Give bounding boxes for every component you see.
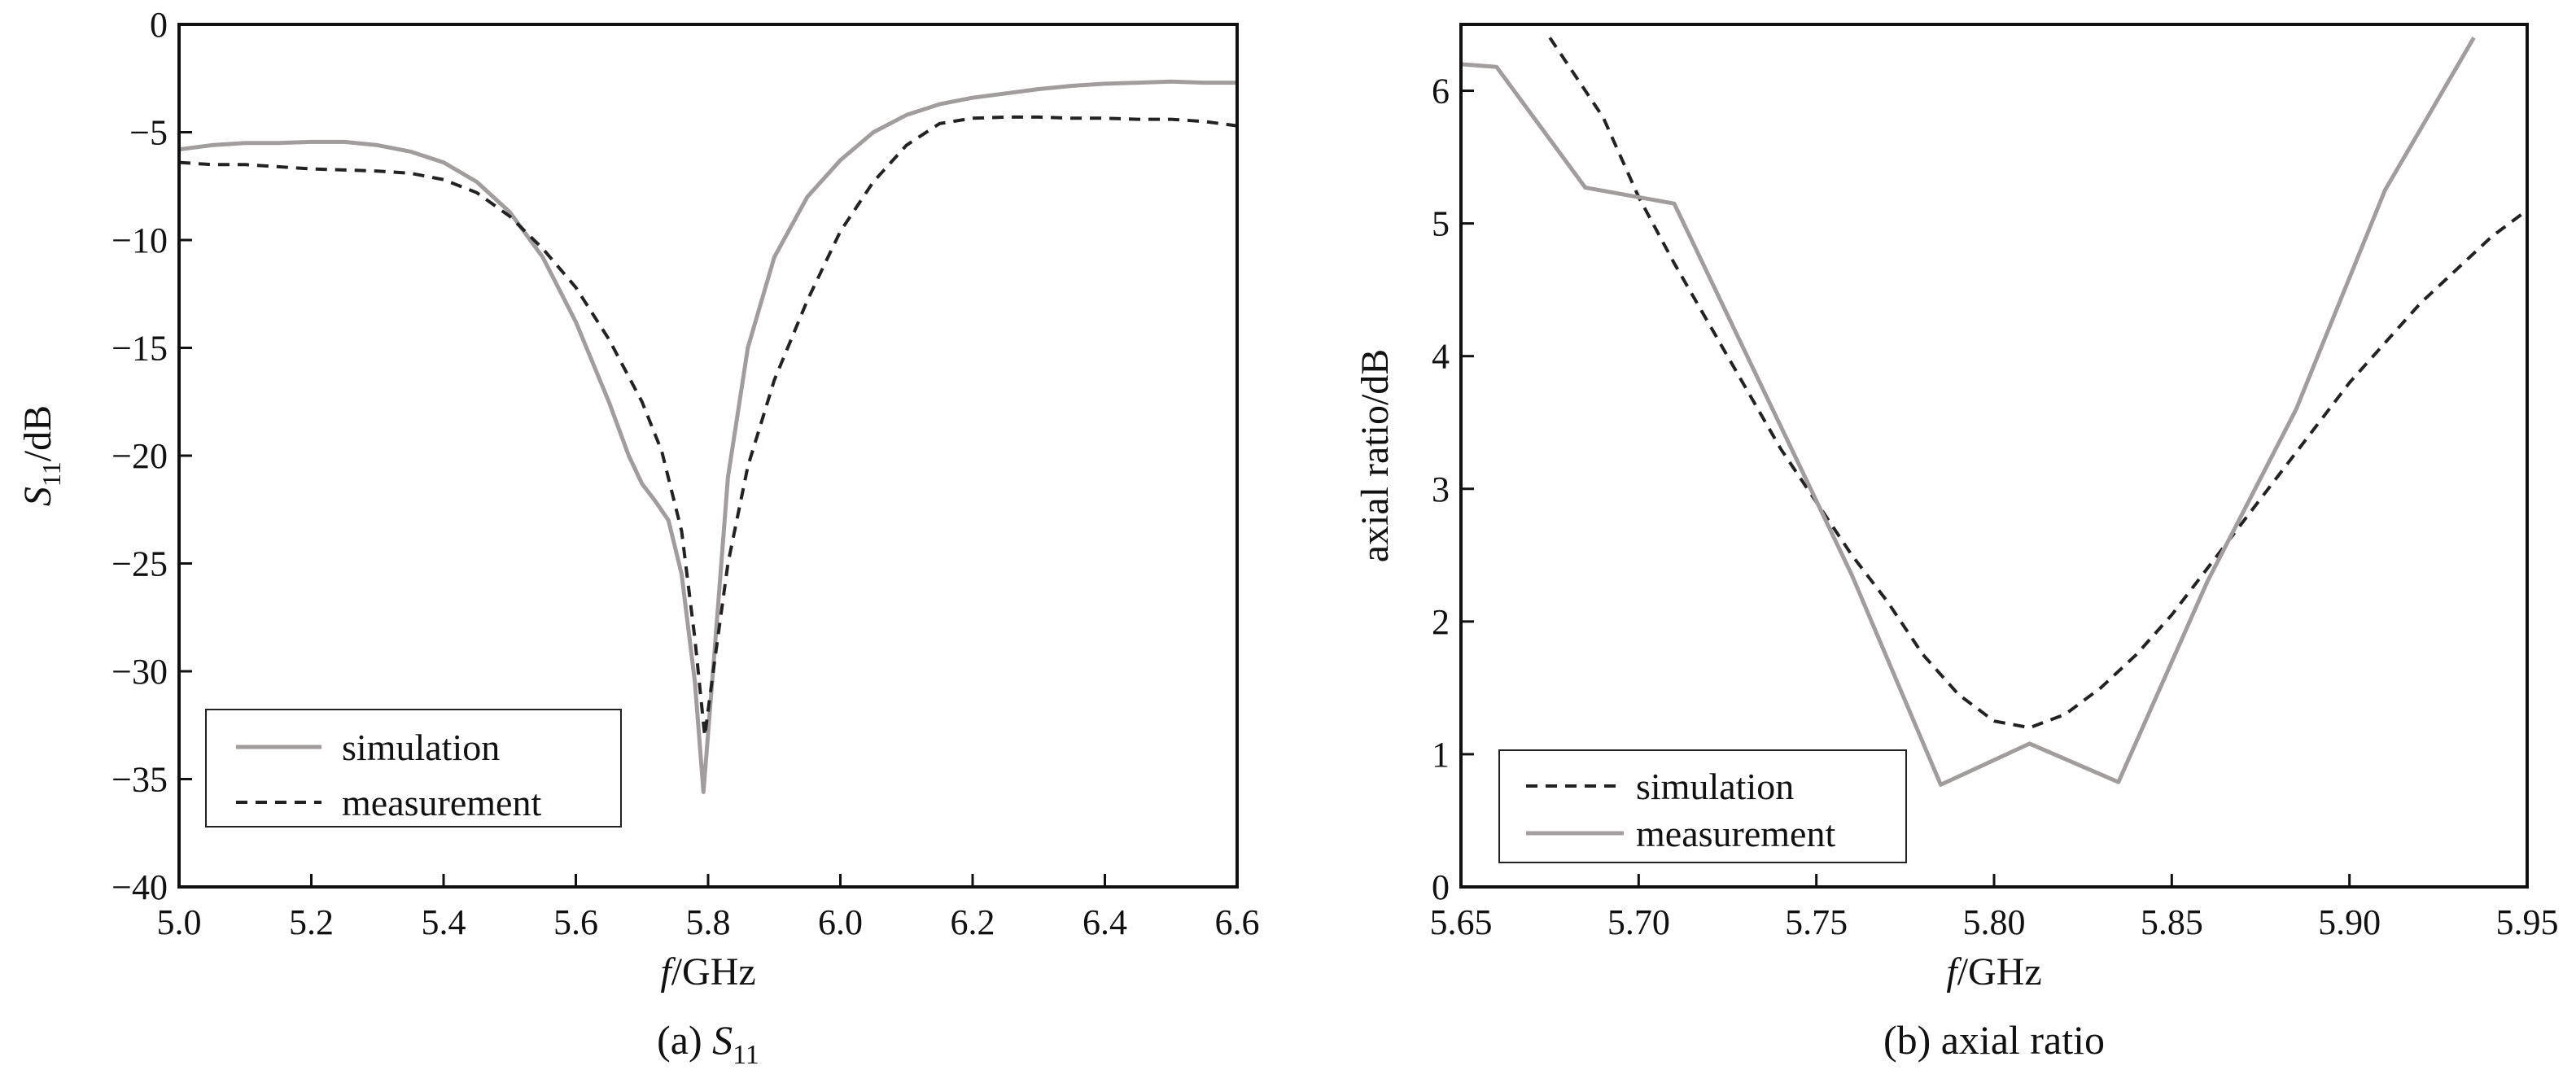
panel-a-ylabel: S11/dB [16, 405, 66, 506]
panel-b-xlabel: f/GHz [1946, 950, 2041, 993]
panel-a-ytick-label: −30 [112, 652, 168, 692]
panel-a-legend-label-simulation: simulation [342, 727, 500, 768]
panel-b-legend-box [1498, 749, 1907, 863]
panel-a-xtick-label: 5.0 [157, 902, 202, 942]
panel-b-ytick-label: 4 [1432, 337, 1450, 377]
panel-a-ytick-label: −35 [112, 760, 168, 800]
panel-a-xtick-label: 6.0 [818, 902, 863, 942]
panel-a-caption: (a) S11 [657, 1017, 759, 1070]
panel-b-ytick-label: 6 [1432, 72, 1450, 111]
panel-a-ytick-label: −40 [112, 867, 168, 907]
panel-b-xtick-label: 5.80 [1963, 902, 2026, 942]
panel-b-ytick-label: 0 [1432, 867, 1450, 907]
panel-a-ytick-label: −10 [112, 221, 168, 260]
panel-a-ticks: 5.0 5.2 5.4 5.6 5.8 6.0 6.2 6.4 6.6 0 −5 −10 −15 −20 −… [112, 5, 1259, 942]
panel-b-legend-label-measurement: measurement [1636, 813, 1835, 854]
panel-a-xtick-label: 5.2 [289, 902, 334, 942]
panel-b-ticks: 5.65 5.70 5.75 5.80 5.85 5.90 5.95 0 1 2 3 4 5 6 [1430, 72, 2559, 942]
panel-a-xtick-label: 6.2 [951, 902, 995, 942]
panel-b-xtick-label: 5.65 [1430, 902, 1493, 942]
panel-a-ytick-label: −15 [112, 329, 168, 369]
panel-a-series-simulation [178, 79, 1237, 794]
panel-b-caption: (b) axial ratio [1883, 1017, 2105, 1063]
panel-b-xtick-label: 5.95 [2496, 902, 2559, 942]
panel-b-xtick-label: 5.85 [2141, 902, 2203, 942]
panel-b: 5.65 5.70 5.75 5.80 5.85 5.90 5.95 0 1 2 3 4 5 6 f/GH… [1354, 23, 2559, 1063]
panel-b-xtick-label: 5.90 [2318, 902, 2381, 942]
panel-a-legend-label-measurement: measurement [342, 782, 541, 823]
panel-a-legend: simulation measurement [205, 709, 622, 828]
panel-b-ytick-label: 1 [1432, 735, 1450, 775]
panel-b-ytick-label: 2 [1432, 602, 1450, 642]
panel-b-ytick-label: 3 [1432, 469, 1450, 509]
panel-a-xtick-label: 5.4 [422, 902, 466, 942]
panel-a-xtick-label: 6.6 [1215, 902, 1260, 942]
panel-b-xtick-label: 5.70 [1607, 902, 1670, 942]
panel-a-series-measurement [178, 115, 1238, 738]
panel-b-ylabel: axial ratio/dB [1354, 349, 1397, 563]
panel-a-ytick-label: −25 [112, 544, 168, 584]
panel-b-series-layer [1460, 37, 2529, 787]
panel-a-series-layer [178, 79, 1238, 794]
panel-b-series-simulation [1548, 37, 2529, 730]
panel-a-ytick-label: 0 [150, 5, 168, 45]
panel-a-ytick-label: −20 [112, 436, 168, 476]
panel-a-xtick-label: 6.4 [1082, 902, 1127, 942]
panel-a-ytick-label: −5 [129, 113, 168, 153]
panel-a-xtick-label: 5.6 [553, 902, 598, 942]
panel-a-xlabel: f/GHz [660, 950, 755, 993]
panel-b-xtick-label: 5.75 [1785, 902, 1848, 942]
panel-a-legend-box [205, 709, 622, 828]
panel-b-ytick-label: 5 [1432, 204, 1450, 244]
panel-b-series-measurement [1460, 37, 2476, 787]
panel-a-xtick-label: 5.8 [686, 902, 731, 942]
panel-b-legend: simulation measurement [1498, 749, 1907, 863]
panel-a: 5.0 5.2 5.4 5.6 5.8 6.0 6.2 6.4 6.6 0 −5 −10 −15 −20 −… [16, 5, 1260, 1070]
panel-b-legend-label-simulation: simulation [1636, 766, 1794, 807]
